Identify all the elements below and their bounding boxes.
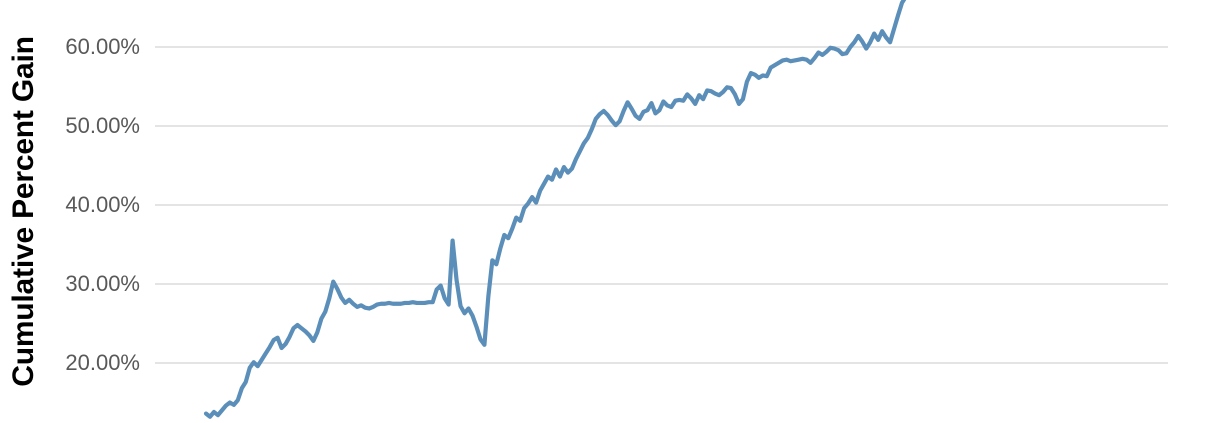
y-axis-tick-label: 40.00% [65, 192, 140, 217]
gridlines [155, 45, 1168, 365]
y-axis-tick-label: 20.00% [65, 350, 140, 375]
y-axis-tick-label: 30.00% [65, 271, 140, 296]
line-series-cumulative-percent-gain [203, 0, 907, 419]
y-axis-tick-label: 50.00% [65, 113, 140, 138]
y-axis-tick-label: 60.00% [65, 34, 140, 59]
